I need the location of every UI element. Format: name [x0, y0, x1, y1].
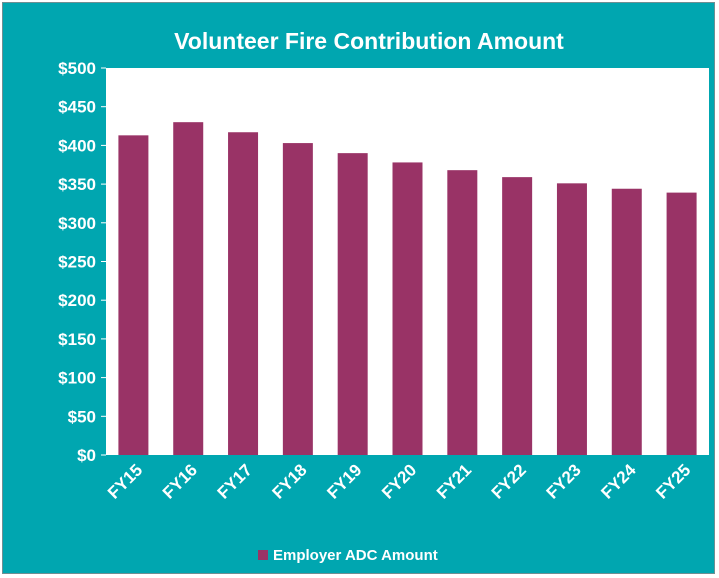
x-tick-label: FY21	[433, 460, 475, 502]
y-axis: $0 $50 $100 $150 $200 $250 $300 $350 $400 $450 $50…	[58, 59, 106, 465]
y-tick-label: $350	[58, 175, 96, 194]
x-tick-label: FY24	[597, 460, 640, 503]
bar-fy19	[337, 153, 368, 455]
bar-fy21	[447, 170, 478, 456]
bar-fy18	[282, 143, 313, 455]
y-tick-label: $50	[68, 407, 96, 426]
chart-title: Volunteer Fire Contribution Amount	[174, 28, 564, 54]
legend-label: Employer ADC Amount	[273, 547, 438, 564]
x-tick-label: FY22	[488, 460, 530, 502]
x-tick-label: FY15	[104, 460, 146, 502]
bar-fy15	[118, 135, 149, 455]
x-tick-label: FY19	[323, 460, 365, 502]
legend: Employer ADC Amount	[258, 547, 438, 564]
bar-fy24	[611, 188, 642, 456]
y-tick-label: $150	[58, 330, 96, 349]
x-tick-label: FY20	[378, 460, 420, 502]
x-tick-label: FY23	[543, 460, 585, 502]
bar-fy16	[173, 122, 204, 456]
y-tick-label: $0	[77, 446, 96, 465]
bar-fy25	[666, 192, 697, 456]
bar-fy20	[392, 162, 423, 455]
bar-fy23	[556, 183, 587, 455]
y-tick-label: $450	[58, 98, 96, 117]
y-tick-label: $200	[58, 291, 96, 310]
bar-fy17	[228, 132, 259, 456]
x-tick-label: FY25	[652, 460, 694, 502]
y-tick-label: $400	[58, 136, 96, 155]
y-tick-label: $500	[58, 59, 96, 78]
x-tick-label: FY16	[159, 460, 201, 502]
legend-swatch	[258, 550, 268, 560]
bar-fy22	[502, 177, 533, 455]
y-tick-label: $300	[58, 214, 96, 233]
bar-series	[118, 122, 697, 456]
y-tick-label: $250	[58, 253, 96, 272]
x-tick-label: FY17	[214, 460, 256, 502]
x-tick-label: FY18	[269, 460, 311, 502]
x-axis: FY15 FY16 FY17 FY18 FY19 FY20 FY21 FY22 FY23 FY24…	[104, 460, 694, 503]
y-tick-label: $100	[58, 369, 96, 388]
